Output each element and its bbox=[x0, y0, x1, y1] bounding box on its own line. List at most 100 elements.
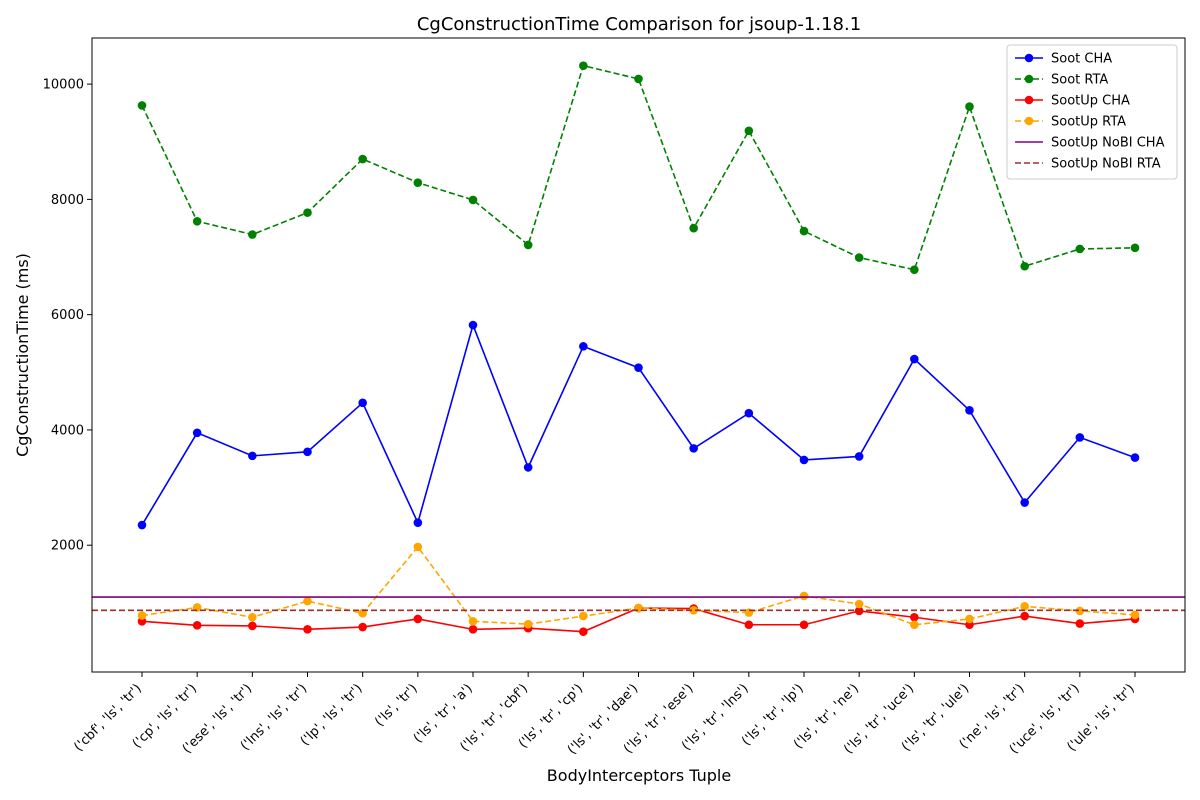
data-point bbox=[1075, 619, 1085, 628]
plot-area bbox=[92, 38, 1185, 672]
data-point bbox=[689, 606, 698, 615]
legend-item-soot-rta: Soot RTA bbox=[1015, 73, 1108, 88]
data-point bbox=[854, 253, 864, 262]
data-point bbox=[634, 363, 643, 372]
data-point bbox=[910, 265, 919, 274]
data-point bbox=[1075, 433, 1085, 442]
data-point bbox=[248, 621, 257, 631]
data-point bbox=[799, 455, 809, 465]
data-point bbox=[579, 627, 588, 636]
data-point bbox=[799, 620, 809, 630]
legend-item-sootup-rta: SootUp RTA bbox=[1015, 115, 1126, 130]
data-point bbox=[579, 61, 588, 70]
data-point bbox=[965, 406, 974, 415]
data-point bbox=[579, 611, 588, 621]
data-point bbox=[523, 619, 533, 629]
data-point bbox=[1130, 243, 1140, 253]
x-axis: ('cbf', 'ls', 'tr')('cp', 'ls', 'tr')('e… bbox=[71, 672, 1138, 758]
series-layer bbox=[92, 61, 1185, 636]
legend-label: SootUp CHA bbox=[1051, 94, 1130, 109]
data-point bbox=[1075, 606, 1085, 616]
data-point bbox=[1130, 610, 1140, 620]
data-point bbox=[1020, 601, 1029, 611]
y-tick-label: 10000 bbox=[43, 78, 84, 93]
data-point bbox=[137, 520, 147, 530]
data-point bbox=[744, 408, 754, 418]
data-point bbox=[137, 101, 147, 110]
legend-swatch-marker bbox=[1024, 95, 1034, 105]
data-point bbox=[303, 447, 312, 457]
data-point bbox=[1130, 453, 1140, 462]
plot-frame bbox=[91, 37, 1186, 673]
data-point bbox=[579, 342, 588, 351]
legend: Soot CHA Soot RTA SootUp CHA SootUp RTA Soot… bbox=[1006, 44, 1178, 180]
data-point bbox=[523, 240, 533, 250]
data-point bbox=[413, 614, 423, 624]
legend-item-soot-cha: Soot CHA bbox=[1015, 52, 1112, 67]
data-point bbox=[358, 622, 367, 632]
y-tick-label: 6000 bbox=[51, 308, 84, 323]
data-point bbox=[192, 621, 202, 630]
legend-label: SootUp RTA bbox=[1051, 115, 1126, 130]
data-point bbox=[413, 178, 423, 187]
series-soot-rta bbox=[137, 61, 1140, 274]
data-point bbox=[1020, 498, 1029, 507]
data-point bbox=[910, 620, 919, 630]
legend-swatch-marker bbox=[1024, 53, 1034, 63]
data-point bbox=[1075, 244, 1085, 254]
data-point bbox=[744, 126, 754, 136]
y-tick-label: 4000 bbox=[51, 423, 84, 438]
y-axis: 2000 4000 6000 8000 10000 bbox=[43, 78, 92, 554]
legend-item-sootup-nobi-cha: SootUp NoBI CHA bbox=[1015, 136, 1165, 151]
legend-box bbox=[1006, 44, 1178, 180]
data-point bbox=[248, 612, 257, 622]
data-point bbox=[413, 542, 423, 552]
data-point bbox=[192, 428, 202, 438]
data-point bbox=[910, 354, 919, 364]
data-point bbox=[137, 611, 147, 620]
data-point bbox=[854, 452, 864, 461]
series-soot-cha bbox=[137, 320, 1140, 530]
data-point bbox=[799, 226, 809, 236]
data-point bbox=[468, 320, 478, 330]
legend-item-sootup-nobi-rta: SootUp NoBI RTA bbox=[1015, 157, 1161, 172]
data-point bbox=[468, 616, 478, 626]
data-point bbox=[910, 612, 919, 622]
data-point bbox=[468, 625, 478, 634]
y-tick-label: 8000 bbox=[51, 193, 84, 208]
legend-item-sootup-cha: SootUp CHA bbox=[1015, 94, 1130, 109]
data-point bbox=[192, 216, 202, 226]
data-point bbox=[468, 195, 478, 205]
data-point bbox=[744, 620, 754, 630]
data-point bbox=[303, 208, 312, 217]
data-point bbox=[1020, 261, 1029, 271]
data-point bbox=[965, 614, 974, 624]
data-point bbox=[358, 398, 367, 408]
legend-label: SootUp NoBI RTA bbox=[1051, 157, 1161, 172]
legend-label: Soot RTA bbox=[1051, 73, 1108, 88]
data-point bbox=[303, 596, 312, 606]
legend-swatch-marker bbox=[1024, 74, 1034, 84]
data-point bbox=[689, 444, 698, 453]
data-point bbox=[689, 223, 698, 233]
data-point bbox=[1020, 611, 1029, 621]
data-point bbox=[413, 518, 423, 528]
legend-label: Soot CHA bbox=[1051, 52, 1112, 67]
data-point bbox=[634, 74, 643, 84]
chart-title: CgConstructionTime Comparison for jsoup-… bbox=[417, 14, 861, 35]
data-point bbox=[799, 591, 809, 601]
data-point bbox=[248, 230, 257, 239]
x-tick-label: ('ls', 'tr') bbox=[372, 681, 420, 729]
data-point bbox=[248, 451, 257, 461]
data-point bbox=[854, 599, 864, 609]
legend-label: SootUp NoBI CHA bbox=[1051, 136, 1165, 151]
data-point bbox=[965, 102, 974, 111]
y-axis-label: CgConstructionTime (ms) bbox=[13, 253, 32, 457]
data-point bbox=[303, 625, 312, 634]
y-tick-label: 2000 bbox=[51, 539, 84, 554]
legend-swatch-marker bbox=[1024, 116, 1034, 126]
data-point bbox=[523, 463, 533, 472]
data-point bbox=[358, 154, 367, 164]
x-axis-label: BodyInterceptors Tuple bbox=[547, 766, 731, 785]
